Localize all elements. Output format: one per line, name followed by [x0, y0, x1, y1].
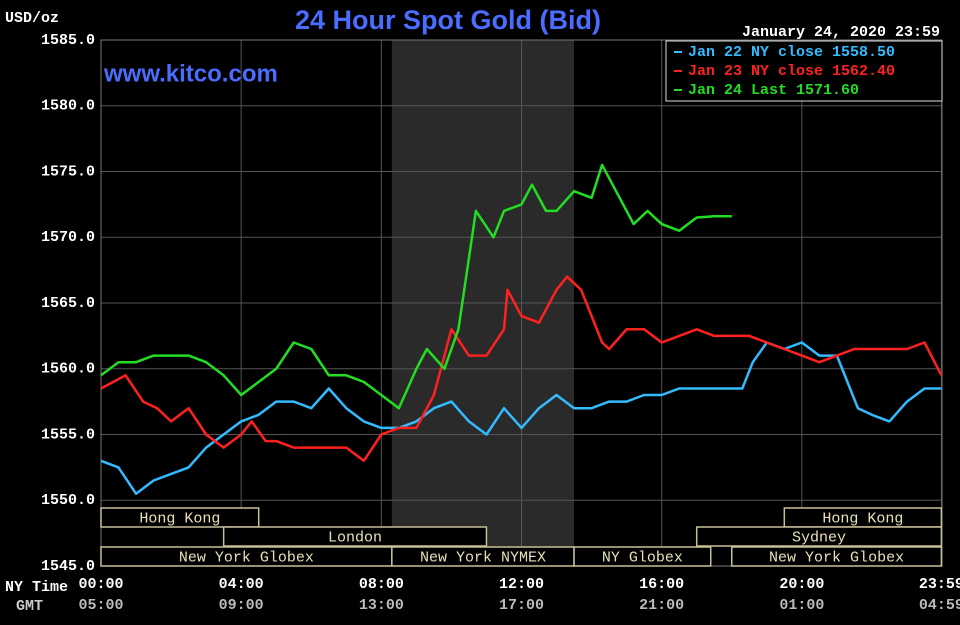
legend-entry: Jan 23 NY close 1562.40 — [688, 63, 895, 80]
y-tick-label: 1585.0 — [41, 32, 95, 49]
session-label: New York Globex — [179, 549, 314, 566]
y-tick-label: 1545.0 — [41, 558, 95, 575]
session-label: Hong Kong — [822, 510, 903, 527]
x-tick-label: 12:00 — [499, 576, 544, 593]
y-tick-label: 1575.0 — [41, 163, 95, 180]
timestamp: January 24, 2020 23:59 — [742, 24, 940, 41]
x2-tick-label: 09:00 — [219, 597, 264, 614]
session-label: New York NYMEX — [420, 549, 546, 566]
session-label: Sydney — [792, 529, 846, 546]
series-line — [100, 341, 942, 495]
x-axis-name: NY Time — [5, 579, 68, 596]
y-tick-label: 1570.0 — [41, 229, 95, 246]
x2-tick-label: 17:00 — [499, 597, 544, 614]
y-tick-label: 1555.0 — [41, 426, 95, 443]
x-tick-label: 04:00 — [219, 576, 264, 593]
x2-tick-label: 13:00 — [359, 597, 404, 614]
session-bar — [731, 546, 943, 567]
y-tick-label: 1550.0 — [41, 492, 95, 509]
watermark: www.kitco.com — [103, 60, 278, 87]
x-tick-label: 16:00 — [639, 576, 684, 593]
session-label: Hong Kong — [139, 510, 220, 527]
x2-tick-label: 21:00 — [639, 597, 684, 614]
series-line — [100, 275, 943, 463]
session-label: London — [328, 529, 382, 546]
x2-tick-label: 01:00 — [779, 597, 824, 614]
chart-title: 24 Hour Spot Gold (Bid) — [295, 5, 601, 35]
y-tick-label: 1580.0 — [41, 98, 95, 115]
session-bar — [573, 546, 712, 567]
series-line — [100, 163, 732, 410]
legend-entry: Jan 24 Last 1571.60 — [688, 82, 859, 99]
session-bar — [222, 526, 488, 547]
y-tick-label: 1560.0 — [41, 361, 95, 378]
session-bar — [695, 526, 943, 547]
x-tick-label: 20:00 — [779, 576, 824, 593]
x2-tick-label: 04:59 — [919, 597, 960, 614]
x2-axis-name: GMT — [16, 598, 43, 615]
legend-entry: Jan 22 NY close 1558.50 — [688, 44, 895, 61]
session-label: NY Globex — [602, 549, 683, 566]
x2-tick-label: 05:00 — [78, 597, 123, 614]
x-tick-label: 08:00 — [359, 576, 404, 593]
plot-area — [100, 39, 943, 567]
legend-box — [665, 40, 943, 102]
session-label: New York Globex — [769, 549, 904, 566]
y-axis-label: USD/oz — [5, 10, 59, 27]
session-bar — [100, 507, 260, 528]
x-tick-label: 00:00 — [78, 576, 123, 593]
x-tick-label: 23:59 — [919, 576, 960, 593]
y-tick-label: 1565.0 — [41, 295, 95, 312]
